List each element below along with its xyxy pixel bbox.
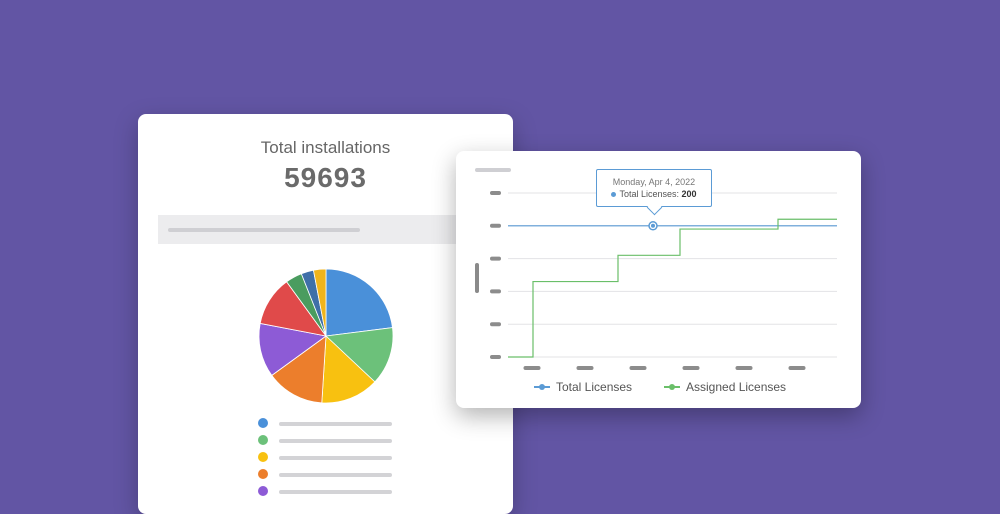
pie-legend-label-placeholder-0 — [279, 422, 392, 426]
tooltip-series-dot — [611, 192, 617, 198]
installations-total: 59693 — [284, 162, 367, 193]
pie-slice-1[interactable] — [325, 327, 394, 383]
filter-bar[interactable] — [158, 215, 478, 244]
pie-legend — [258, 416, 398, 501]
pie-legend-item-3[interactable] — [258, 467, 398, 484]
installations-title: Total installations — [260, 138, 391, 157]
y-tick-placeholder-1 — [490, 322, 501, 327]
x-tick-placeholder-4 — [735, 366, 753, 370]
legend-label-total-licenses: Total Licenses — [556, 380, 633, 394]
pie-legend-swatch-4 — [258, 486, 268, 496]
legend-item-assigned-licenses[interactable]: Assigned Licenses — [664, 380, 786, 394]
pie-legend-label-placeholder-4 — [279, 490, 392, 494]
pie-legend-item-0[interactable] — [258, 416, 398, 433]
chart-tooltip: Monday, Apr 4, 2022 Total Licenses: 200 — [596, 169, 712, 207]
pie-legend-item-2[interactable] — [258, 450, 398, 467]
legend-label-assigned-licenses: Assigned Licenses — [686, 380, 787, 394]
tooltip-value-row: Total Licenses: 200 — [597, 189, 711, 199]
tooltip-date: Monday, Apr 4, 2022 — [612, 177, 696, 187]
y-tick-placeholder-5 — [490, 191, 501, 195]
pie-legend-label-placeholder-2 — [279, 456, 392, 460]
pie-legend-swatch-2 — [258, 452, 268, 462]
pie-slice-8[interactable] — [312, 268, 327, 337]
filter-bar-placeholder — [168, 228, 360, 232]
pie-slice-3[interactable] — [271, 335, 327, 404]
pie-legend-label-placeholder-3 — [279, 473, 392, 477]
pie-slice-4[interactable] — [258, 322, 327, 376]
y-axis-label-placeholder — [475, 263, 479, 293]
x-tick-placeholder-2 — [629, 366, 647, 370]
legend-swatch-total-licenses — [534, 384, 550, 390]
pie-legend-item-1[interactable] — [258, 433, 398, 450]
installations-pie-chart — [258, 268, 394, 404]
pie-legend-swatch-1 — [258, 435, 268, 445]
pie-legend-label-placeholder-1 — [279, 439, 392, 443]
x-tick-placeholder-5 — [788, 366, 806, 370]
pie-legend-swatch-0 — [258, 418, 268, 428]
licenses-chart-card: Monday, Apr 4, 2022 Total Licenses: 200 … — [456, 151, 861, 408]
licenses-line-chart — [490, 191, 837, 370]
pie-legend-item-4[interactable] — [258, 484, 398, 501]
x-tick-placeholder-0 — [523, 366, 541, 370]
hover-point[interactable] — [651, 223, 655, 228]
pie-slice-0[interactable] — [325, 268, 393, 337]
x-tick-placeholder-1 — [576, 366, 594, 370]
legend-swatch-assigned-licenses — [664, 384, 680, 390]
tooltip-value: 200 — [681, 189, 697, 199]
tooltip-label: Total Licenses: — [619, 189, 679, 199]
y-tick-placeholder-2 — [490, 289, 501, 294]
y-tick-placeholder-4 — [490, 223, 501, 228]
chart-title-placeholder — [475, 168, 511, 172]
series-line-assigned-licenses[interactable] — [508, 218, 837, 358]
pie-legend-swatch-3 — [258, 469, 268, 479]
x-tick-placeholder-3 — [682, 366, 700, 370]
pie-slice-2[interactable] — [321, 335, 376, 404]
legend-item-total-licenses[interactable]: Total Licenses — [534, 380, 632, 394]
installations-card: Total installations 59693 — [138, 114, 513, 514]
y-tick-placeholder-3 — [490, 256, 501, 261]
y-tick-placeholder-0 — [490, 355, 501, 359]
